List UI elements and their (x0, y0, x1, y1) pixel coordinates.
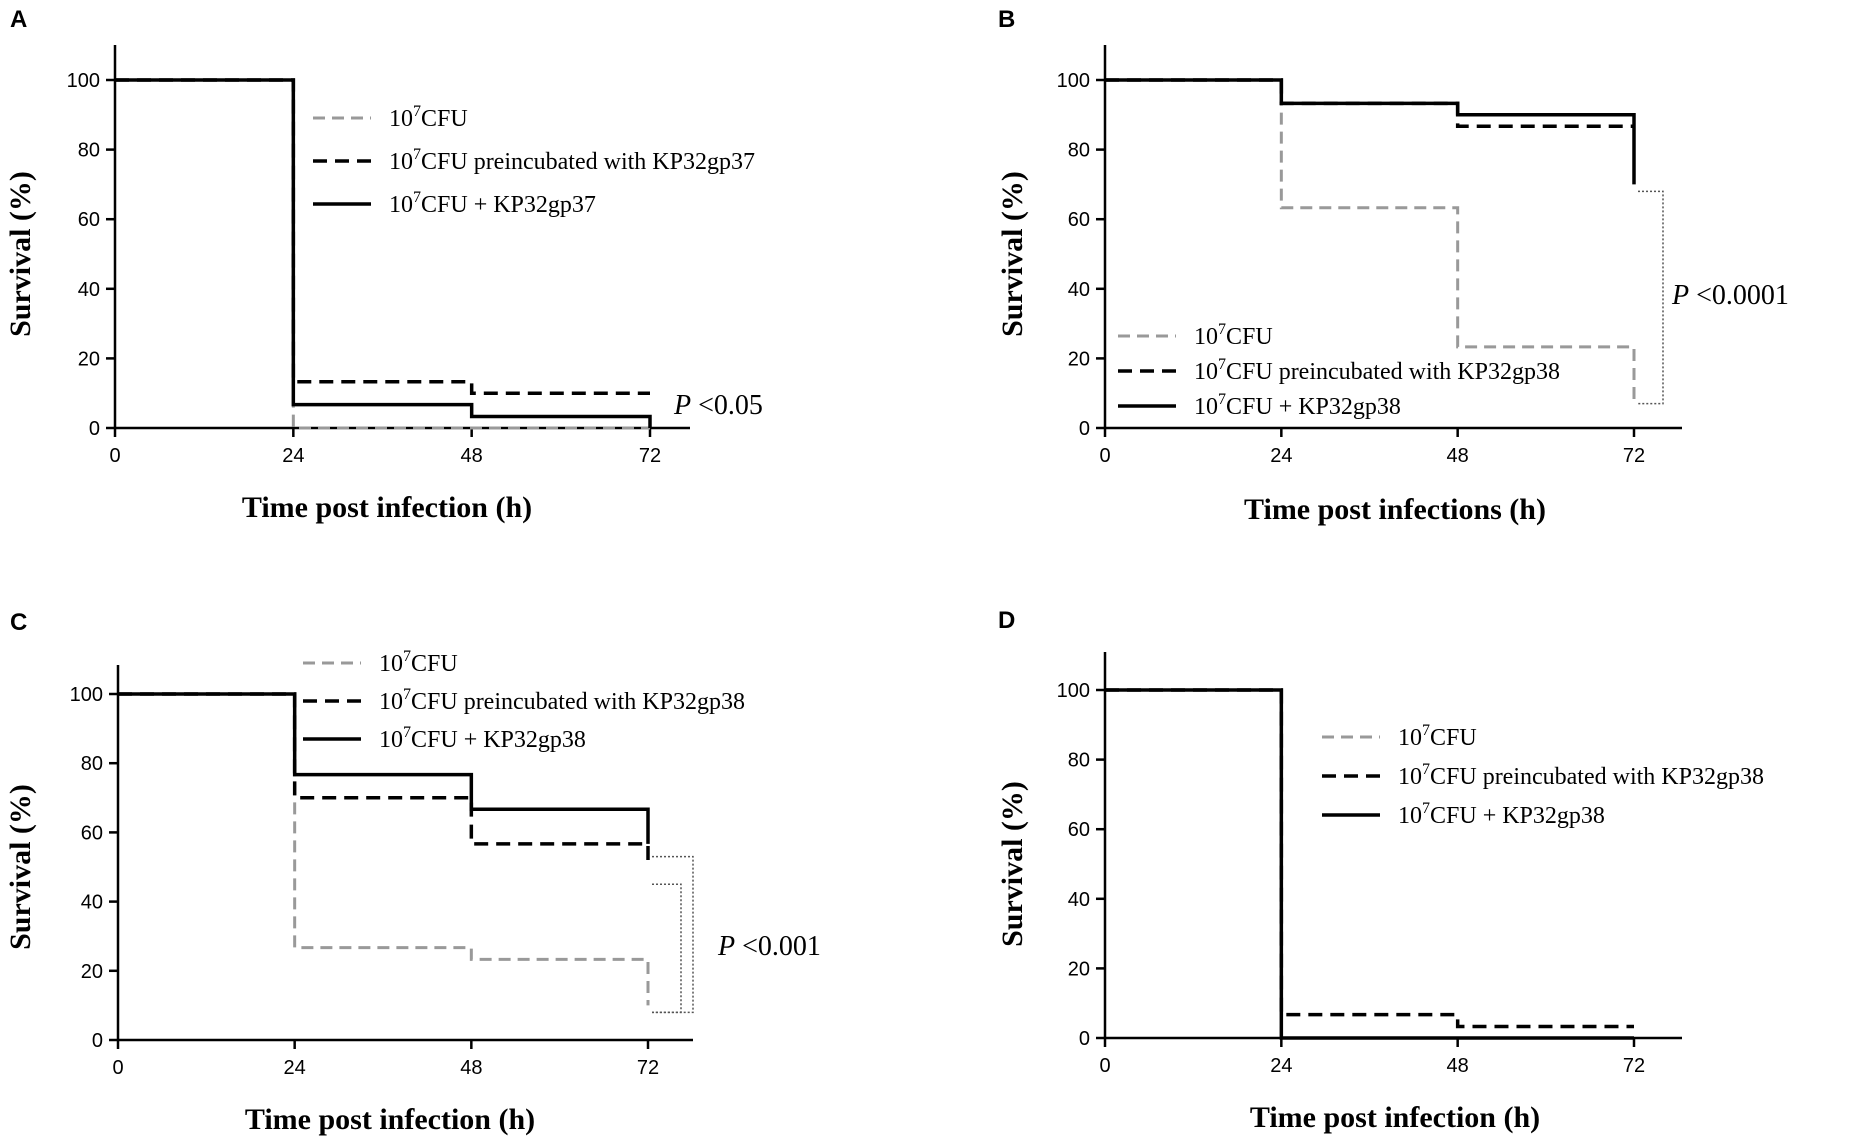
y-tick-label: 60 (81, 822, 103, 844)
series-line-2 (115, 78, 650, 395)
legend: 107CFU 107CFU preincubated with KP32gp38 1… (1322, 722, 1764, 829)
x-tick-label: 72 (639, 445, 661, 467)
legend: 107CFU 107CFU preincubated with KP32gp38 1… (303, 648, 745, 753)
x-tick-label: 48 (461, 445, 483, 467)
y-tick-label: 60 (78, 209, 100, 231)
p-value-annotation: P <0.001 (717, 931, 821, 962)
significance-bracket-1 (1638, 190, 1664, 405)
y-tick-label: 100 (67, 70, 100, 92)
significance-bracket-1 (652, 883, 682, 1014)
p-value-annotation: P <0.0001 (1671, 280, 1789, 311)
panel-a: A 0 20 40 60 80 100 0 24 48 72 Survival (%) Time pos… (4, 6, 763, 524)
legend-entry-2: 107CFU preincubated with KP32gp37 (389, 146, 755, 175)
x-tick-label: 24 (282, 445, 304, 467)
legend-entry-3: 107CFU + KP32gp37 (389, 189, 596, 218)
x-axis-title: Time post infection (h) (1250, 1101, 1540, 1134)
legend-entry-1: 107CFU (389, 103, 468, 132)
x-tick-label: 48 (1447, 1055, 1469, 1077)
legend-entry-3: 107CFU + KP32gp38 (379, 724, 586, 753)
x-tick-label: 72 (1623, 1055, 1645, 1077)
y-tick-label: 100 (1057, 70, 1090, 92)
y-tick-label: 0 (89, 418, 100, 440)
series-line-3 (115, 78, 652, 428)
x-tick-label: 72 (637, 1057, 659, 1079)
series-line-2 (1105, 688, 1634, 1029)
y-tick-label: 80 (81, 753, 103, 775)
significance-bracket-2 (652, 855, 694, 1014)
legend-entry-2: 107CFU preincubated with KP32gp38 (1398, 761, 1764, 790)
x-axis-title: Time post infection (h) (242, 491, 532, 524)
x-axis-title: Time post infection (h) (245, 1103, 535, 1136)
panel-c: C 0 20 40 60 80 100 0 24 48 72 Survival (%) Time pos… (4, 609, 821, 1136)
x-tick-label: 0 (1099, 445, 1110, 467)
x-tick-label: 48 (460, 1057, 482, 1079)
x-tick-label: 48 (1447, 445, 1469, 467)
panel-letter: D (998, 607, 1015, 634)
y-tick-label: 20 (1068, 348, 1090, 370)
series-line-3 (118, 692, 650, 844)
legend: 107CFU 107CFU preincubated with KP32gp37 1… (313, 103, 755, 218)
y-tick-label: 40 (1068, 889, 1090, 911)
x-tick-label: 0 (112, 1057, 123, 1079)
x-tick-label: 0 (109, 445, 120, 467)
x-tick-label: 24 (1270, 445, 1292, 467)
y-tick-label: 20 (1068, 958, 1090, 980)
panel-d: D 0 20 40 60 80 100 0 24 48 72 Survival (%) Time pos… (996, 607, 1764, 1134)
y-tick-label: 20 (81, 961, 103, 983)
y-tick-label: 100 (1057, 680, 1090, 702)
y-tick-label: 0 (1079, 1028, 1090, 1050)
series-line-3 (1105, 688, 1634, 1040)
x-tick-label: 0 (1099, 1055, 1110, 1077)
legend-entry-2: 107CFU preincubated with KP32gp38 (379, 686, 745, 715)
y-tick-label: 80 (78, 140, 100, 162)
p-value-annotation: P <0.05 (673, 390, 763, 421)
panel-letter: A (10, 6, 27, 33)
y-tick-label: 0 (92, 1030, 103, 1052)
x-axis-title: Time post infections (h) (1244, 493, 1546, 526)
series-line-1 (1105, 688, 1634, 1040)
panel-letter: C (10, 609, 27, 636)
legend: 107CFU 107CFU preincubated with KP32gp38 1… (1118, 321, 1560, 420)
y-tick-label: 40 (78, 279, 100, 301)
legend-entry-2: 107CFU preincubated with KP32gp38 (1194, 356, 1560, 385)
x-tick-label: 24 (284, 1057, 306, 1079)
y-axis-title: Survival (%) (4, 171, 37, 337)
y-tick-label: 40 (81, 892, 103, 914)
legend-entry-3: 107CFU + KP32gp38 (1398, 800, 1605, 829)
y-axis-title: Survival (%) (996, 781, 1029, 947)
legend-entry-3: 107CFU + KP32gp38 (1194, 391, 1401, 420)
y-axis-title: Survival (%) (996, 171, 1029, 337)
y-tick-label: 80 (1068, 140, 1090, 162)
legend-entry-1: 107CFU (379, 648, 458, 677)
legend-entry-1: 107CFU (1194, 321, 1273, 350)
x-tick-label: 24 (1270, 1055, 1292, 1077)
y-tick-label: 100 (70, 684, 103, 706)
y-tick-label: 20 (78, 348, 100, 370)
series-line-1 (115, 78, 650, 430)
y-tick-label: 60 (1068, 819, 1090, 841)
y-tick-label: 0 (1079, 418, 1090, 440)
legend-entry-1: 107CFU (1398, 722, 1477, 751)
y-tick-label: 40 (1068, 279, 1090, 301)
series-line-2 (118, 692, 650, 867)
panel-b: B 0 20 40 60 80 100 0 24 48 72 Survival (%) Time pos… (996, 6, 1789, 526)
series-line-3 (1105, 78, 1636, 185)
x-tick-label: 72 (1623, 445, 1645, 467)
y-tick-label: 60 (1068, 209, 1090, 231)
y-axis-title: Survival (%) (4, 784, 37, 950)
series-line-1 (1105, 78, 1636, 405)
y-tick-label: 80 (1068, 750, 1090, 772)
panel-letter: B (998, 6, 1015, 33)
